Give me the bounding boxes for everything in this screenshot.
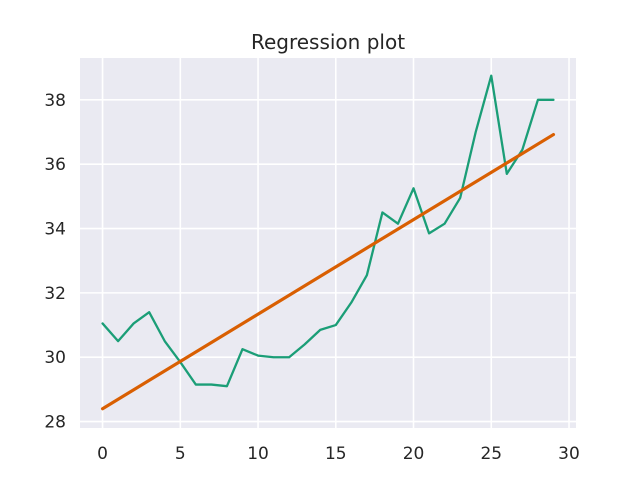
plot-background [80,58,576,428]
y-tick-label: 30 [44,348,66,368]
data-series-line [101,74,555,388]
x-tick-labels: 0 5 10 15 20 25 30 [97,444,580,464]
y-tick-labels: 28 30 32 34 36 38 [44,91,66,433]
series-layer [100,74,556,411]
x-gridlines [101,58,570,428]
x-tick-label: 0 [97,444,108,464]
y-tick-label: 28 [44,413,66,433]
y-tick-label: 36 [44,155,66,175]
x-tick-label: 30 [558,444,580,464]
y-gridlines [80,99,576,423]
x-tick-label: 20 [403,444,425,464]
y-tick-label: 38 [44,91,66,111]
y-tick-label: 34 [44,220,66,240]
chart-title: Regression plot [251,30,405,54]
x-tick-label: 5 [175,444,186,464]
regression-line [100,132,556,411]
x-tick-label: 25 [480,444,502,464]
x-tick-label: 15 [325,444,347,464]
x-tick-label: 10 [247,444,269,464]
y-tick-label: 32 [44,284,66,304]
